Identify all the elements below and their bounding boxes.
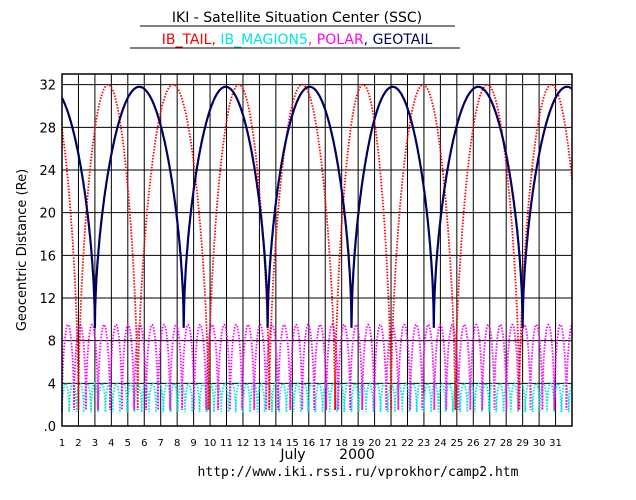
y-tick-labels: .0 4 8 12 16 20 24 28 32	[39, 79, 56, 435]
y-axis-label: Geocentric Distance (Re)	[15, 169, 30, 331]
x-tick-label: 16	[302, 438, 315, 449]
plot-frame	[61, 73, 573, 427]
series-geotail	[61, 85, 573, 328]
x-tick-label: 19	[352, 438, 365, 449]
x-tick-label: 7	[158, 438, 164, 449]
x-tick-label: 23	[418, 438, 431, 449]
x-tick-label: 10	[204, 438, 217, 449]
x-tick-label: 28	[500, 438, 513, 449]
x-tick-label: 31	[549, 438, 562, 449]
x-tick-label: 26	[467, 438, 480, 449]
y-tick-label: 32	[39, 79, 56, 94]
chart-title: IKI - Satellite Situation Center (SSC)	[172, 10, 422, 26]
y-tick-label: 12	[39, 292, 56, 307]
legend-ib-tail: IB_TAIL	[162, 32, 212, 48]
x-axis-month: July	[279, 447, 305, 463]
y-tick-label: 28	[39, 121, 56, 136]
legend-geotail: GEOTAIL	[373, 32, 433, 48]
x-tick-label: 30	[533, 438, 546, 449]
y-tick-label: 20	[39, 207, 56, 222]
x-tick-label: 2	[75, 438, 81, 449]
series-line	[61, 382, 573, 413]
x-tick-label: 17	[319, 438, 332, 449]
y-tick-label: 16	[39, 249, 56, 264]
x-tick-label: 6	[141, 438, 147, 449]
series-line	[61, 83, 573, 411]
x-tick-label: 8	[174, 438, 180, 449]
x-tick-label: 21	[385, 438, 398, 449]
x-tick-labels: 1 2 3 4 5 6 7 8 9 10 11 12 13 14 15 16 17 18 19 20 21 22 23 24 2…	[59, 438, 562, 449]
legend: IB_TAIL, IB_MAGION5, POLAR, GEOTAIL	[162, 32, 433, 48]
y-tick-label: .0	[44, 420, 56, 435]
legend-polar: POLAR	[317, 32, 364, 48]
x-tick-label: 4	[108, 438, 114, 449]
source-url[interactable]: http://www.iki.rssi.ru/vprokhor/camp2.ht…	[198, 465, 519, 480]
x-tick-label: 15	[286, 438, 299, 449]
x-tick-label: 11	[220, 438, 233, 449]
x-tick-label: 29	[516, 438, 529, 449]
x-tick-label: 22	[401, 438, 414, 449]
series-line	[61, 85, 573, 328]
x-tick-label: 14	[270, 438, 283, 449]
y-tick-label: 4	[48, 377, 56, 392]
series-ib-magion5	[61, 382, 573, 413]
legend-ib-magion5: IB_MAGION5	[220, 32, 308, 48]
x-tick-label: 5	[125, 438, 131, 449]
x-tick-label: 13	[253, 438, 266, 449]
x-tick-label: 1	[59, 438, 65, 449]
y-tick-label: 24	[39, 164, 56, 179]
x-tick-label: 25	[450, 438, 463, 449]
x-axis-year: 2000	[339, 447, 375, 463]
x-tick-label: 9	[190, 438, 196, 449]
x-tick-label: 12	[237, 438, 250, 449]
series-layer	[61, 83, 573, 413]
x-tick-label: 27	[483, 438, 496, 449]
series-ib-tail	[61, 83, 573, 411]
y-tick-label: 8	[48, 335, 56, 350]
x-tick-label: 18	[335, 438, 348, 449]
series-polar	[61, 323, 573, 411]
series-line	[61, 323, 573, 411]
x-tick-label: 20	[368, 438, 381, 449]
x-tick-label: 24	[434, 438, 447, 449]
x-tick-label: 3	[92, 438, 98, 449]
